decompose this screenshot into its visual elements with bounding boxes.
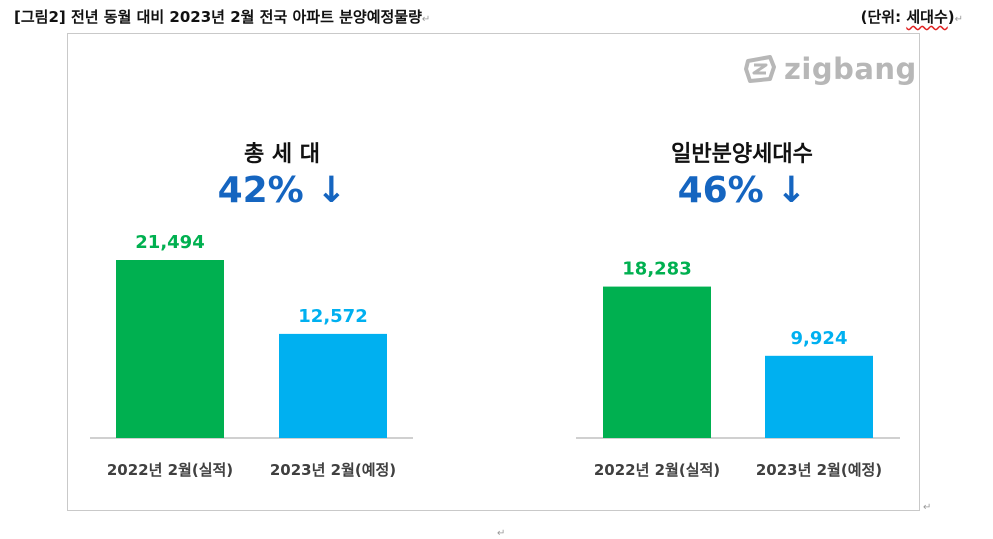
paragraph-mark-icon: ↵ [497,528,506,539]
zigbang-logo: zigbang [744,52,917,86]
data-label: 12,572 [298,306,367,327]
paragraph-mark-icon: ↵ [923,502,932,513]
unit-label: (단위: 세대수)↵ [860,8,963,26]
category-label: 2022년 2월(실적) [107,461,233,479]
panel-title: 일반분양세대수 [671,142,813,167]
bar [279,333,387,438]
bar [765,355,873,438]
paragraph-mark-icon: ↵ [421,14,431,25]
document-title: [그림2] 전년 동월 대비 2023년 2월 전국 아파트 분양예정물량↵ [14,8,431,26]
change-percent: 46% ↓ [677,170,807,211]
change-percent: 42% ↓ [217,170,347,211]
paragraph-mark-icon: ↵ [954,14,963,25]
bar [603,286,711,438]
data-label: 18,283 [622,259,691,280]
data-label: 21,494 [135,232,204,253]
panel-header-total: 총 세 대 42% ↓ [162,136,402,211]
bar [116,260,224,438]
category-label: 2022년 2월(실적) [594,461,720,479]
data-label: 9,924 [791,328,848,349]
unit-word: 세대수 [906,8,948,26]
chart-frame [67,33,920,511]
panel-title: 총 세 대 [243,142,321,167]
logo-text: zigbang [784,52,917,86]
panel-header-general: 일반분양세대수 46% ↓ [622,136,862,211]
category-label: 2023년 2월(예정) [756,461,882,479]
category-label: 2023년 2월(예정) [270,461,396,479]
zigbang-logo-icon [744,55,776,83]
